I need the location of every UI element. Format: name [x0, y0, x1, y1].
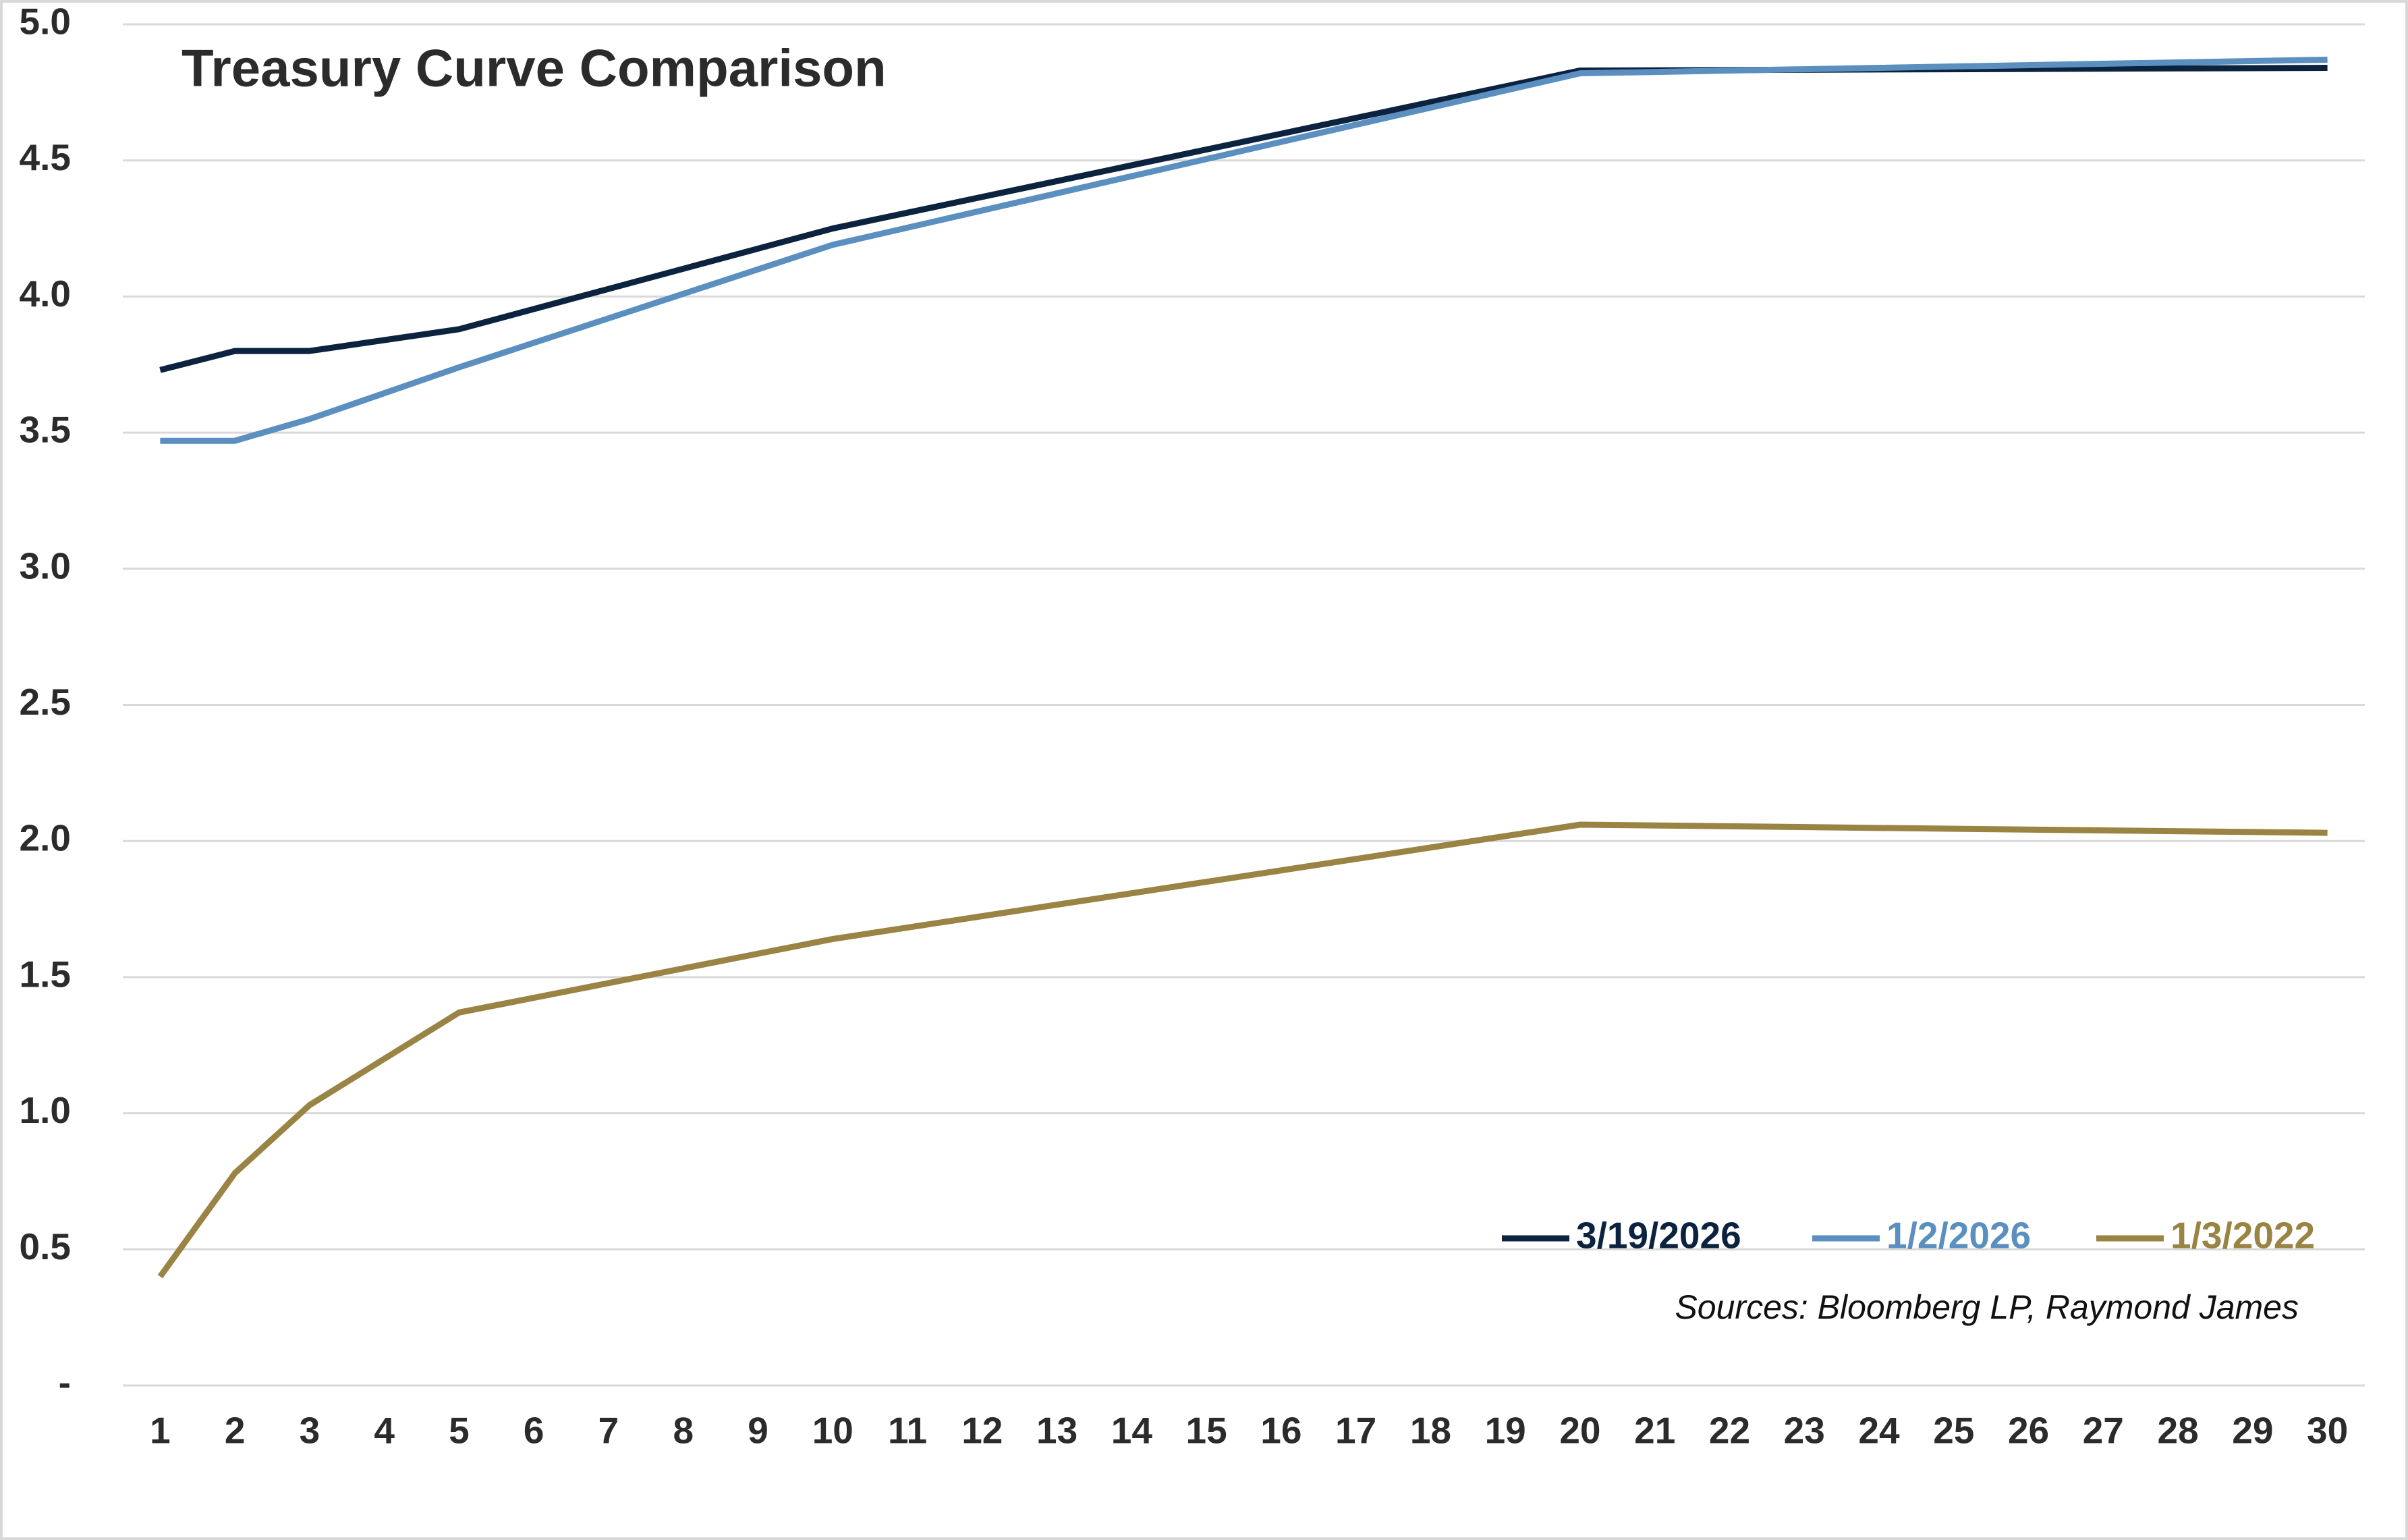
x-tick-label: 1	[150, 1410, 171, 1452]
x-tick-label: 6	[524, 1410, 544, 1452]
x-tick-label: 7	[598, 1410, 619, 1452]
x-tick-label: 16	[1260, 1410, 1301, 1452]
y-tick-label: 5.0	[20, 1, 71, 43]
x-tick-label: 5	[449, 1410, 470, 1452]
x-tick-label: 9	[748, 1410, 768, 1452]
legend-label: 1/2/2026	[1886, 1215, 2031, 1257]
x-tick-label: 23	[1784, 1410, 1825, 1452]
source-note: Sources: Bloomberg LP, Raymond James	[1675, 1288, 2299, 1326]
x-tick-label: 12	[961, 1410, 1003, 1452]
y-tick-label: 1.0	[20, 1089, 71, 1131]
x-tick-label: 14	[1111, 1410, 1153, 1452]
x-tick-label: 29	[2232, 1410, 2273, 1452]
x-tick-label: 24	[1858, 1410, 1900, 1452]
x-tick-label: 25	[1933, 1410, 1974, 1452]
x-tick-label: 19	[1485, 1410, 1526, 1452]
y-tick-label: 3.0	[20, 545, 71, 586]
y-tick-label: 3.5	[20, 409, 71, 451]
chart-title: Treasury Curve Comparison	[181, 38, 887, 98]
x-tick-label: 13	[1036, 1410, 1077, 1452]
x-tick-label: 3	[300, 1410, 320, 1452]
x-tick-label: 4	[374, 1410, 395, 1452]
x-tick-label: 27	[2083, 1410, 2124, 1452]
y-tick-label: 2.0	[20, 817, 71, 859]
y-tick-label: 2.5	[20, 681, 71, 723]
y-tick-label: 4.0	[20, 273, 71, 314]
x-tick-label: 15	[1186, 1410, 1227, 1452]
x-tick-label: 17	[1335, 1410, 1376, 1452]
series-line	[160, 56, 2328, 444]
x-tick-label: 28	[2157, 1410, 2198, 1452]
x-tick-label: 21	[1634, 1410, 1675, 1452]
y-tick-label: 4.5	[20, 136, 71, 178]
x-tick-label: 20	[1559, 1410, 1600, 1452]
x-tick-label: 22	[1709, 1410, 1750, 1452]
x-tick-label: 2	[225, 1410, 246, 1452]
legend-label: 3/19/2026	[1576, 1215, 1741, 1257]
legend-label: 1/3/2022	[2171, 1215, 2315, 1257]
x-tick-label: 10	[812, 1410, 853, 1452]
y-tick-label: 0.5	[20, 1226, 71, 1267]
y-tick-label: 1.5	[20, 953, 71, 995]
series-line	[157, 821, 2328, 1279]
x-tick-label: 30	[2307, 1410, 2348, 1452]
y-tick-label: -	[59, 1362, 71, 1404]
x-tick-label: 18	[1410, 1410, 1451, 1452]
x-tick-label: 11	[888, 1410, 927, 1452]
x-tick-label: 26	[2008, 1410, 2049, 1452]
x-tick-label: 8	[673, 1410, 694, 1452]
